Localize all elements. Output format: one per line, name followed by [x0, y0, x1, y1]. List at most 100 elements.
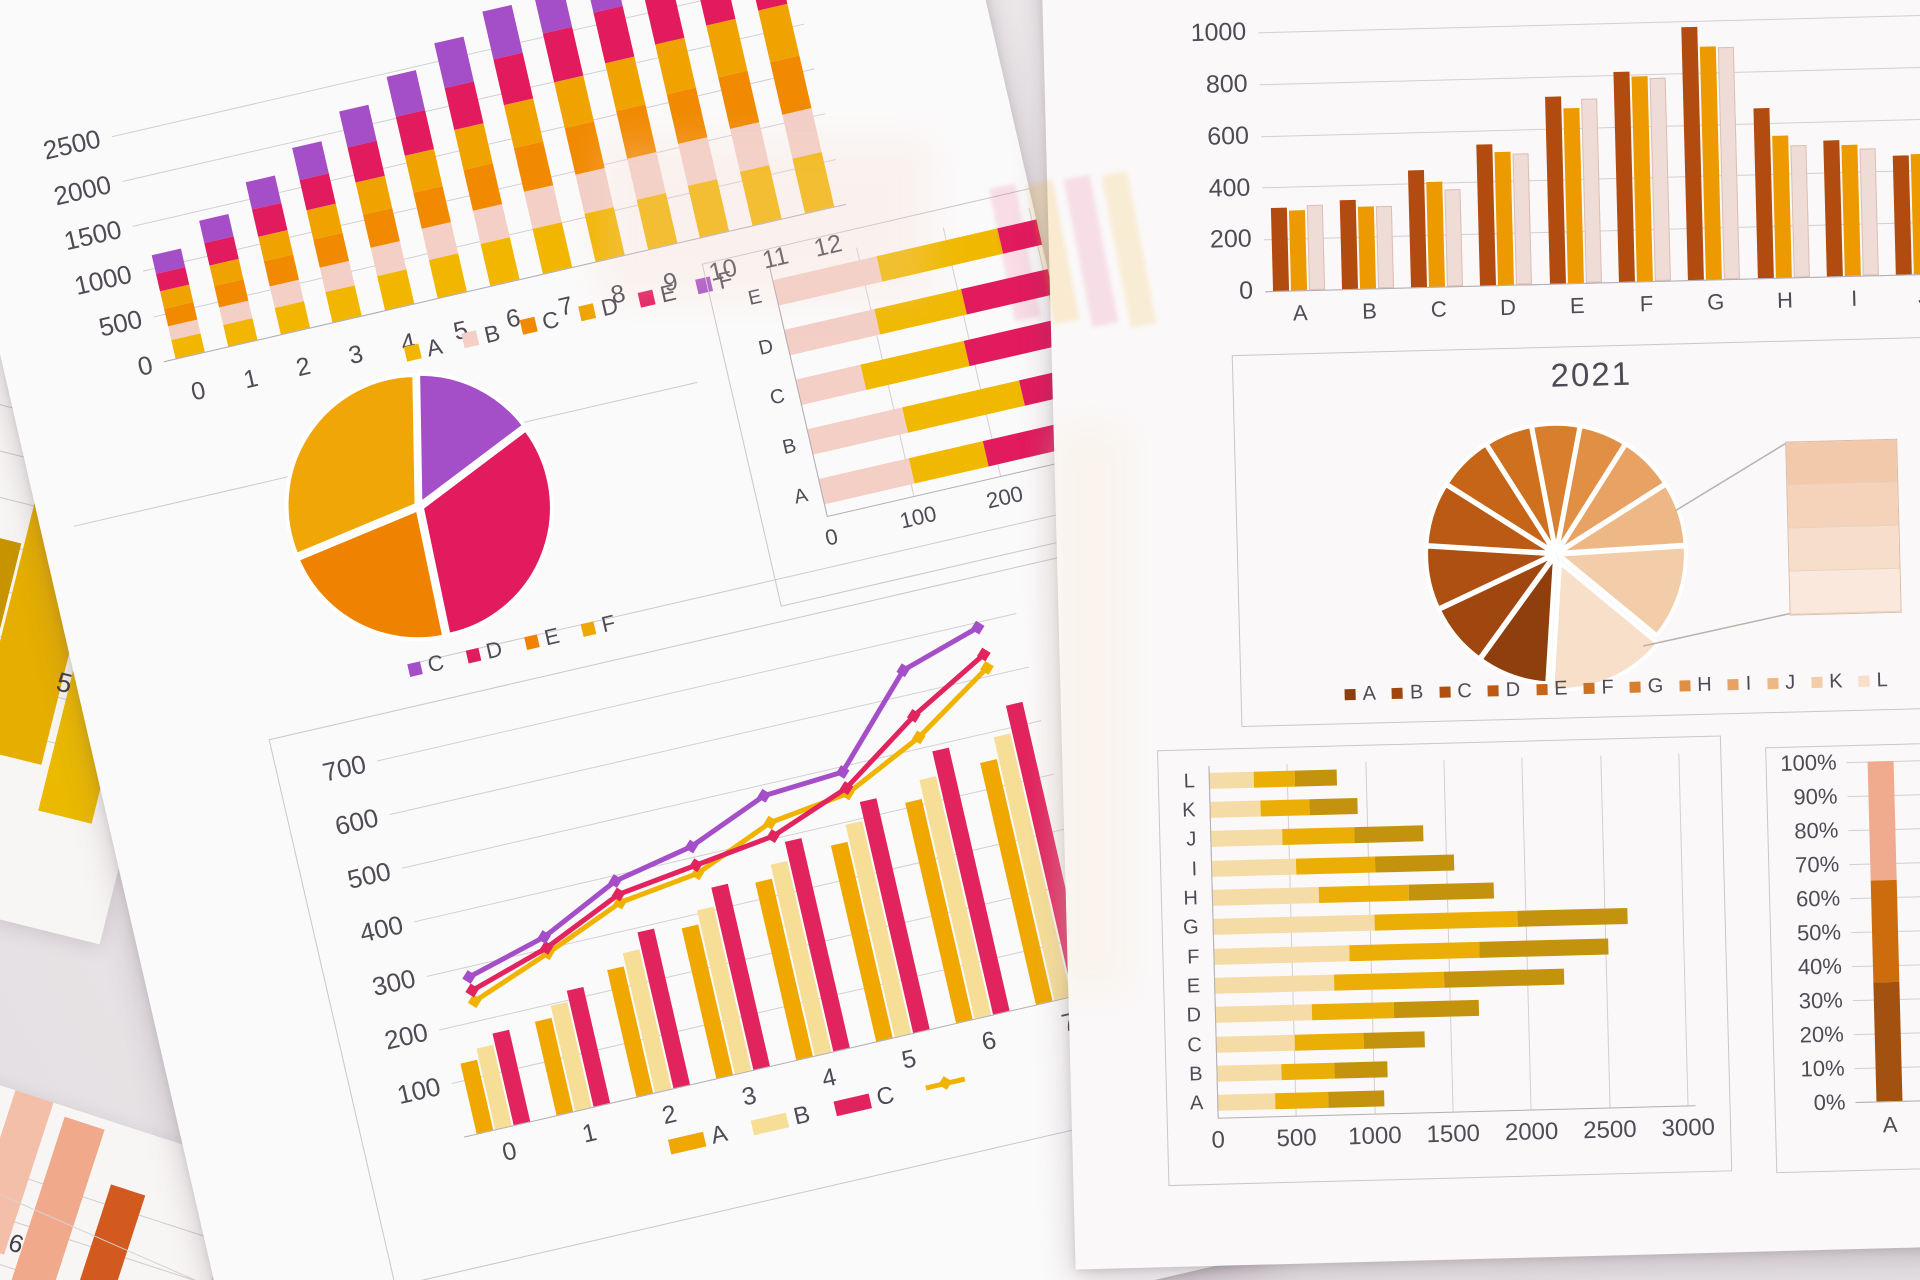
percent-segment	[1867, 760, 1897, 881]
bar-segment-C	[615, 104, 657, 160]
y-category-label: D	[756, 334, 776, 360]
legend-swatch	[581, 620, 597, 637]
bar-segment-pale	[1216, 1064, 1282, 1082]
bar-segment-gold	[1294, 1032, 1365, 1051]
x-tick-label: 1000	[1347, 1121, 1402, 1151]
bar-segment-pale	[1208, 771, 1255, 789]
bar-s2	[1771, 135, 1792, 278]
bar-segment-s2	[859, 340, 970, 390]
bar-segment-D	[655, 38, 697, 95]
bar-segment-pale	[1210, 858, 1296, 877]
bar-s1	[1892, 155, 1912, 275]
bar-row	[1212, 908, 1629, 936]
bar-stack	[245, 175, 310, 335]
bar-s3	[1859, 148, 1879, 276]
y-category-label: C	[1187, 1033, 1203, 1057]
bar-segment-A	[584, 207, 625, 262]
bar-segment-F	[434, 36, 474, 88]
legend-label: F	[599, 609, 618, 638]
bar-s3	[1512, 153, 1533, 285]
bar-segment-gold	[1275, 1092, 1329, 1110]
bar-segment-D	[706, 19, 748, 78]
percent-stacked-chart: 100% 90% 80% 70% 60% 50% 40% 30% 20% 10% 0% A	[1765, 740, 1920, 1174]
legend-item	[919, 1074, 973, 1091]
x-category-label: A	[1882, 1111, 1898, 1138]
x-category-label: 0	[188, 376, 209, 407]
y-tick-label: 60%	[1795, 885, 1841, 912]
bar-row	[1216, 1061, 1388, 1082]
legend-label: D	[483, 635, 505, 664]
bar-segment-E	[493, 52, 534, 106]
x-tick-label: 2000	[1504, 1117, 1559, 1147]
gridline-vertical	[1600, 755, 1611, 1108]
percent-segment	[1870, 879, 1900, 983]
y-tick-label: 40%	[1797, 953, 1843, 980]
bar-row	[1210, 825, 1424, 848]
legend-line-marker	[938, 1075, 953, 1090]
y-tick-label: 0	[134, 349, 156, 382]
bar-segment-E	[542, 27, 584, 83]
bar-segment-pale	[1210, 829, 1283, 848]
y-tick-label: 1000	[71, 258, 135, 302]
bar-s2	[1357, 206, 1376, 289]
y-category-label: C	[767, 384, 787, 410]
bar-segment-dark	[1517, 908, 1629, 928]
bar-segment-A	[429, 253, 468, 299]
x-category-label: E	[1569, 292, 1585, 319]
y-tick-label: 800	[1205, 69, 1248, 99]
bar-segment-dark	[1309, 797, 1358, 816]
bar-s2	[1426, 181, 1446, 287]
bar-s3	[1444, 188, 1464, 287]
bar-segment-E	[643, 0, 685, 45]
y-tick-label: 70%	[1794, 851, 1840, 878]
y-category-label: H	[1183, 887, 1199, 910]
bar-segment-C	[770, 55, 812, 115]
left-paper: 0 500 1000 1500 2000 2500 0 1 2 3 4 5 6 7 8 9 10 11 12 A B C D…	[0, 0, 1275, 1280]
line-series-overlay	[462, 620, 994, 1009]
bar-s3	[1789, 144, 1810, 278]
y-category-label: B	[1188, 1063, 1203, 1086]
legend-swatch	[833, 1093, 872, 1116]
x-category-label: J	[1917, 283, 1920, 310]
bar-segment-s1	[783, 308, 881, 355]
gold-horizontal-bar-chart: 0 500 1000 1500 2000 2500 3000 L K J I H G F E D C B A	[1157, 735, 1733, 1187]
bar-segment-dark	[1479, 938, 1609, 958]
bar-s3	[1718, 47, 1741, 280]
y-tick-label: 200	[1209, 225, 1253, 255]
legend-swatch	[407, 660, 423, 677]
bar-segment-pale	[1215, 1034, 1296, 1053]
bar-segment-gold	[1281, 1062, 1336, 1081]
bar-segment-B	[678, 137, 718, 187]
y-category-label: L	[1183, 769, 1196, 793]
bar-segment-gold	[1333, 971, 1445, 991]
bar-segment-dark	[1394, 1000, 1480, 1019]
pie-slices	[1424, 421, 1688, 692]
y-tick-label: 400	[1208, 173, 1251, 203]
gridline-vertical	[1678, 753, 1689, 1106]
bar-segment-dark	[1334, 1061, 1388, 1079]
bar-row	[1217, 1090, 1385, 1112]
y-tick-label: 600	[1206, 121, 1250, 151]
bar-segment-D	[503, 98, 544, 149]
bar-segment-D	[553, 75, 594, 129]
bar-segment-pale	[1217, 1093, 1276, 1112]
bar-segment-dark	[1354, 825, 1424, 844]
bar-segment-C	[667, 87, 708, 145]
x-category-label: B	[1361, 298, 1378, 324]
bar-segment-F	[482, 4, 523, 60]
bar-segment-pale	[1212, 914, 1376, 936]
bar-segment-C	[564, 121, 605, 175]
bar-row	[1208, 769, 1338, 789]
bar-segment-s2	[874, 288, 967, 334]
y-tick-label: 20%	[1799, 1021, 1845, 1048]
bar-segment-B	[730, 122, 770, 173]
x-tick-label: 0	[1211, 1126, 1226, 1154]
y-tick-label: 500	[96, 303, 146, 343]
bar-stack	[151, 248, 205, 359]
y-tick-label: 1500	[61, 213, 125, 256]
bar-s3	[1375, 206, 1394, 289]
bar-segment-dark	[1409, 882, 1495, 901]
bar-segment-B	[575, 167, 614, 214]
bar-segment-E	[593, 6, 634, 64]
